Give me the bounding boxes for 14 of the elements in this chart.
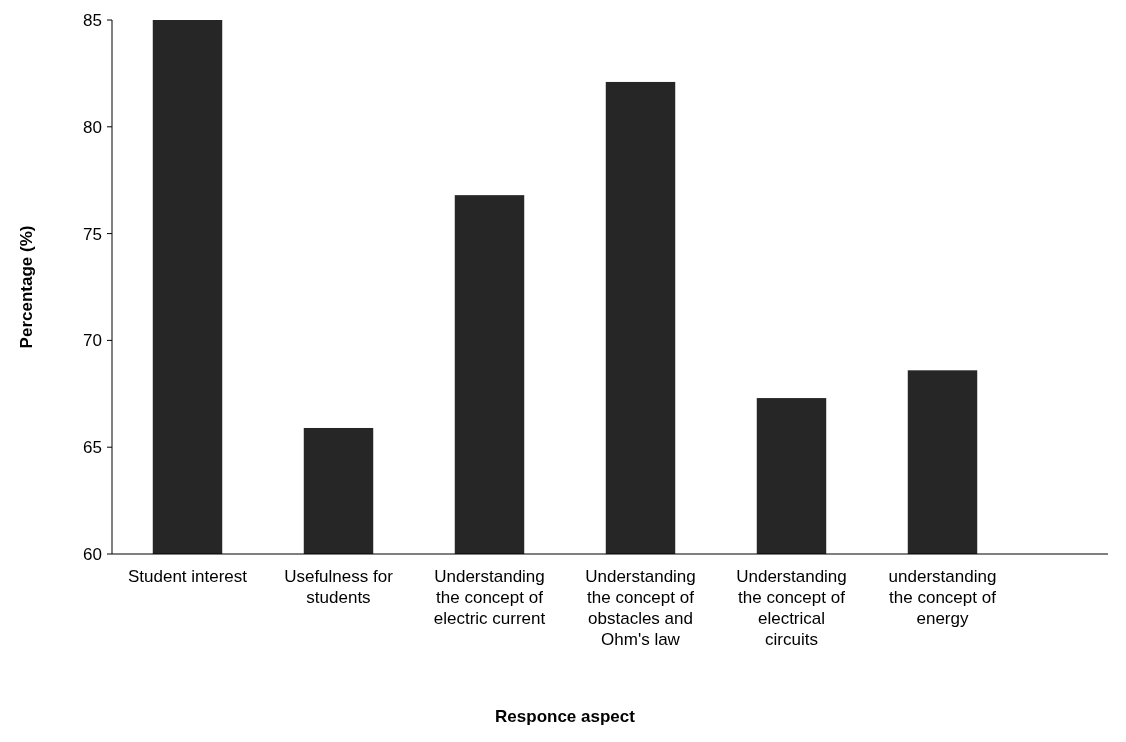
x-tick-label: Understanding the concept of obstacles and Ohm's law <box>585 567 696 649</box>
y-tick-label: 80 <box>83 117 102 137</box>
x-tick-label: Student interest <box>127 567 248 586</box>
x-tick-label: Usefulness for students <box>284 567 394 607</box>
y-tick-label: 75 <box>83 224 102 244</box>
x-axis-title: Responce aspect <box>495 707 636 726</box>
y-tick-label: 60 <box>83 544 102 564</box>
y-axis-title: Percentage (%) <box>17 225 36 349</box>
x-tick-label: Understanding the concept of electrical circuits <box>736 567 847 649</box>
y-tick-label: 70 <box>83 331 102 351</box>
x-tick-label: Understanding the concept of electric current <box>433 567 546 628</box>
y-tick-label: 85 <box>83 10 102 30</box>
y-tick-label: 65 <box>83 438 102 458</box>
x-tick-label: understanding the concept of energy <box>888 567 997 628</box>
